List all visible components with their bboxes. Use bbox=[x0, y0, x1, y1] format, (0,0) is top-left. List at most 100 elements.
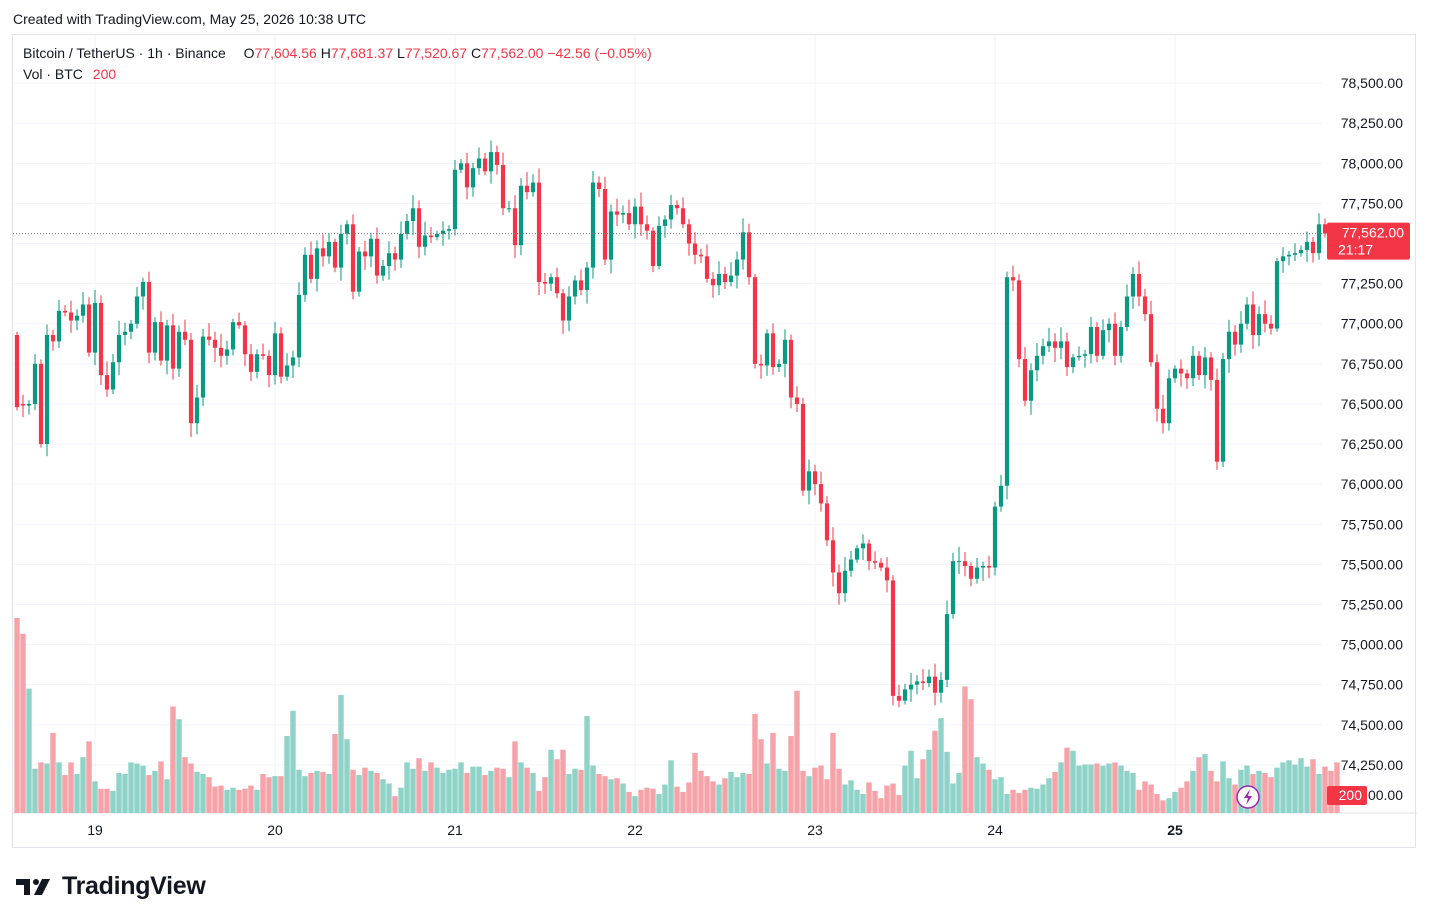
volume-bar bbox=[1148, 784, 1154, 813]
candle-body bbox=[560, 293, 566, 321]
tradingview-logo[interactable]: TradingView bbox=[16, 872, 206, 901]
candle-body bbox=[1052, 341, 1058, 348]
candle-body bbox=[134, 296, 140, 324]
price-tick-label: 78,250.00 bbox=[1341, 115, 1403, 131]
volume-bar bbox=[212, 786, 218, 813]
volume-bar bbox=[404, 762, 410, 813]
candle-body bbox=[86, 304, 92, 353]
candle-body bbox=[350, 224, 356, 292]
time-tick-label: 19 bbox=[87, 822, 103, 838]
volume-badge bbox=[1327, 786, 1367, 805]
volume-bar bbox=[1034, 788, 1040, 813]
volume-bar bbox=[560, 749, 566, 813]
volume-label[interactable]: Vol · BTC bbox=[23, 66, 83, 82]
candle-body bbox=[116, 334, 122, 363]
volume-badge-text: 200 bbox=[1339, 787, 1363, 803]
candle-body bbox=[20, 403, 26, 406]
volume-bar bbox=[1028, 787, 1034, 813]
volume-bar bbox=[326, 774, 332, 813]
price-tick-label: 78,500.00 bbox=[1341, 75, 1403, 91]
volume-bar bbox=[758, 739, 764, 813]
price-tick-label: 77,250.00 bbox=[1341, 276, 1403, 292]
volume-bar bbox=[1022, 789, 1028, 813]
volume-bar bbox=[992, 779, 998, 813]
candle-body bbox=[674, 205, 680, 209]
candle-body bbox=[404, 221, 410, 234]
volume-bar bbox=[668, 760, 674, 813]
volume-bar bbox=[446, 769, 452, 813]
candle-body bbox=[872, 561, 878, 563]
symbol-name[interactable]: Bitcoin / TetherUS · 1h · Binance bbox=[23, 45, 226, 61]
candle-body bbox=[722, 274, 728, 283]
candle-body bbox=[1316, 224, 1322, 254]
low-label: L bbox=[397, 45, 405, 61]
candle-body bbox=[956, 561, 962, 563]
volume-bar bbox=[644, 787, 650, 813]
candle-body bbox=[1256, 314, 1262, 335]
candle-body bbox=[1022, 359, 1028, 401]
volume-bar bbox=[896, 795, 902, 813]
volume-bar bbox=[920, 759, 926, 813]
volume-bar bbox=[1058, 762, 1064, 813]
candle-body bbox=[656, 225, 662, 266]
candle-body bbox=[260, 354, 266, 356]
volume-bar bbox=[812, 767, 818, 813]
volume-bar bbox=[278, 776, 284, 813]
candle-body bbox=[1244, 304, 1250, 324]
candle-body bbox=[932, 676, 938, 693]
volume-bar bbox=[350, 769, 356, 813]
volume-bar bbox=[170, 706, 176, 813]
volume-bar bbox=[530, 772, 536, 813]
candle-body bbox=[890, 580, 896, 696]
candle-body bbox=[632, 206, 638, 225]
volume-bar bbox=[1166, 798, 1172, 813]
candle-body bbox=[314, 248, 320, 279]
volume-bar bbox=[386, 783, 392, 813]
volume-bar bbox=[1052, 771, 1058, 813]
volume-value: 200 bbox=[92, 66, 117, 82]
candle-body bbox=[626, 213, 632, 225]
volume-bar bbox=[422, 770, 428, 813]
candle-body bbox=[146, 282, 152, 353]
candle-body bbox=[908, 684, 914, 690]
volume-bar bbox=[176, 719, 182, 813]
volume-bar bbox=[704, 776, 710, 813]
volume-bar bbox=[488, 770, 494, 813]
volume-bar bbox=[518, 762, 524, 813]
volume-legend: Vol · BTC 200 bbox=[23, 66, 116, 82]
price-tick-label: 76,750.00 bbox=[1341, 356, 1403, 372]
volume-bar bbox=[266, 777, 272, 813]
candle-body bbox=[320, 248, 326, 257]
candle-body bbox=[434, 233, 440, 238]
volume-bar bbox=[200, 774, 206, 813]
candle-body bbox=[140, 282, 146, 297]
volume-bar bbox=[1136, 789, 1142, 813]
candle-body bbox=[860, 543, 866, 549]
volume-bar bbox=[1082, 764, 1088, 813]
volume-bar bbox=[470, 766, 476, 813]
volume-bar bbox=[62, 775, 68, 813]
volume-bar bbox=[1046, 778, 1052, 813]
candle-body bbox=[1202, 357, 1208, 376]
lightning-icon[interactable] bbox=[1236, 785, 1260, 809]
volume-bar bbox=[188, 763, 194, 813]
candle-body bbox=[194, 397, 200, 424]
candle-body bbox=[878, 562, 884, 568]
volume-bar bbox=[938, 718, 944, 813]
candle-body bbox=[548, 277, 554, 284]
price-tick-label: 75,750.00 bbox=[1341, 516, 1403, 532]
volume-bar bbox=[1220, 761, 1226, 813]
price-tick-label: 78,000.00 bbox=[1341, 155, 1403, 171]
candle-body bbox=[842, 570, 848, 594]
volume-bar bbox=[146, 775, 152, 813]
price-tick-label: 76,500.00 bbox=[1341, 396, 1403, 412]
candle-body bbox=[68, 312, 74, 321]
volume-bar bbox=[836, 768, 842, 813]
candle-body bbox=[518, 185, 524, 246]
price-tick-label: 74,750.00 bbox=[1341, 677, 1403, 693]
candle-body bbox=[464, 163, 470, 188]
high-label: H bbox=[320, 45, 331, 61]
candle-body bbox=[950, 561, 956, 615]
candle-body bbox=[1268, 323, 1274, 329]
